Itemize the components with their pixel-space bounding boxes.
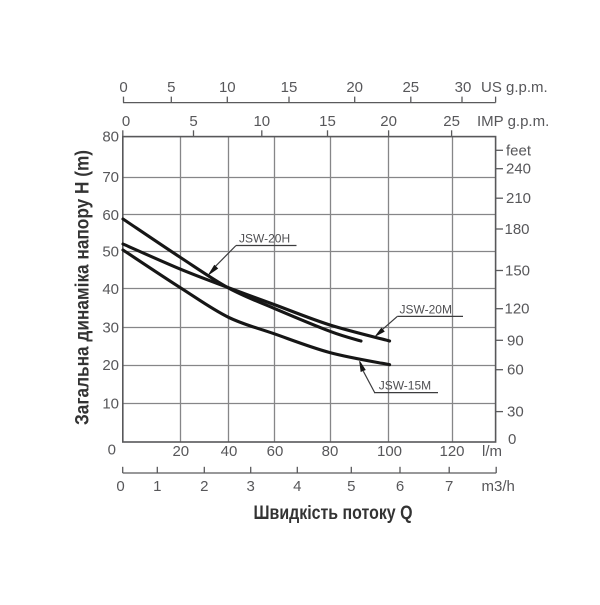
svg-text:7: 7 bbox=[445, 478, 453, 495]
svg-text:150: 150 bbox=[505, 263, 530, 280]
svg-text:Швидкість потоку Q: Швидкість потоку Q bbox=[254, 503, 413, 524]
svg-text:6: 6 bbox=[396, 478, 404, 495]
svg-text:4: 4 bbox=[293, 478, 301, 495]
svg-text:100: 100 bbox=[377, 443, 402, 460]
svg-text:20: 20 bbox=[172, 443, 189, 460]
svg-text:90: 90 bbox=[507, 332, 524, 349]
svg-text:25: 25 bbox=[443, 113, 460, 130]
svg-text:l/m: l/m bbox=[482, 443, 502, 460]
svg-text:0: 0 bbox=[108, 442, 116, 459]
svg-text:10: 10 bbox=[219, 79, 236, 96]
svg-text:30: 30 bbox=[507, 404, 524, 421]
svg-text:80: 80 bbox=[102, 129, 119, 146]
svg-text:JSW-20M: JSW-20M bbox=[400, 302, 452, 316]
svg-text:2: 2 bbox=[200, 478, 208, 495]
svg-text:IMP g.p.m.: IMP g.p.m. bbox=[477, 113, 549, 130]
svg-text:180: 180 bbox=[505, 221, 530, 238]
svg-text:0: 0 bbox=[508, 431, 516, 448]
svg-text:20: 20 bbox=[346, 79, 363, 96]
svg-text:120: 120 bbox=[505, 301, 530, 318]
svg-text:210: 210 bbox=[506, 190, 531, 207]
svg-text:60: 60 bbox=[102, 207, 119, 224]
svg-text:15: 15 bbox=[281, 79, 298, 96]
svg-text:120: 120 bbox=[439, 443, 464, 460]
svg-text:60: 60 bbox=[507, 362, 524, 379]
svg-text:0: 0 bbox=[116, 478, 124, 495]
svg-text:40: 40 bbox=[102, 281, 119, 298]
svg-text:3: 3 bbox=[247, 478, 255, 495]
svg-text:US g.p.m.: US g.p.m. bbox=[481, 79, 548, 96]
svg-text:JSW-20H: JSW-20H bbox=[239, 232, 290, 246]
svg-text:20: 20 bbox=[380, 113, 397, 130]
svg-text:70: 70 bbox=[102, 169, 119, 186]
svg-text:80: 80 bbox=[322, 443, 339, 460]
svg-text:25: 25 bbox=[402, 79, 419, 96]
svg-text:0: 0 bbox=[119, 79, 127, 96]
svg-text:0: 0 bbox=[122, 113, 130, 130]
svg-text:240: 240 bbox=[506, 161, 531, 178]
svg-text:JSW-15M: JSW-15M bbox=[379, 379, 431, 393]
svg-text:30: 30 bbox=[455, 79, 472, 96]
svg-text:30: 30 bbox=[102, 320, 119, 337]
svg-text:feet: feet bbox=[506, 142, 532, 159]
svg-text:Загальна динаміка напору H (m): Загальна динаміка напору H (m) bbox=[73, 150, 94, 425]
svg-text:1: 1 bbox=[153, 478, 161, 495]
svg-text:40: 40 bbox=[221, 443, 238, 460]
svg-text:5: 5 bbox=[189, 113, 197, 130]
svg-text:50: 50 bbox=[102, 244, 119, 261]
svg-text:10: 10 bbox=[102, 395, 119, 412]
svg-text:15: 15 bbox=[319, 113, 336, 130]
svg-text:5: 5 bbox=[167, 79, 175, 96]
svg-text:10: 10 bbox=[253, 113, 270, 130]
svg-text:60: 60 bbox=[267, 443, 284, 460]
svg-text:m3/h: m3/h bbox=[482, 478, 515, 495]
svg-text:20: 20 bbox=[102, 357, 119, 374]
svg-text:5: 5 bbox=[347, 478, 355, 495]
